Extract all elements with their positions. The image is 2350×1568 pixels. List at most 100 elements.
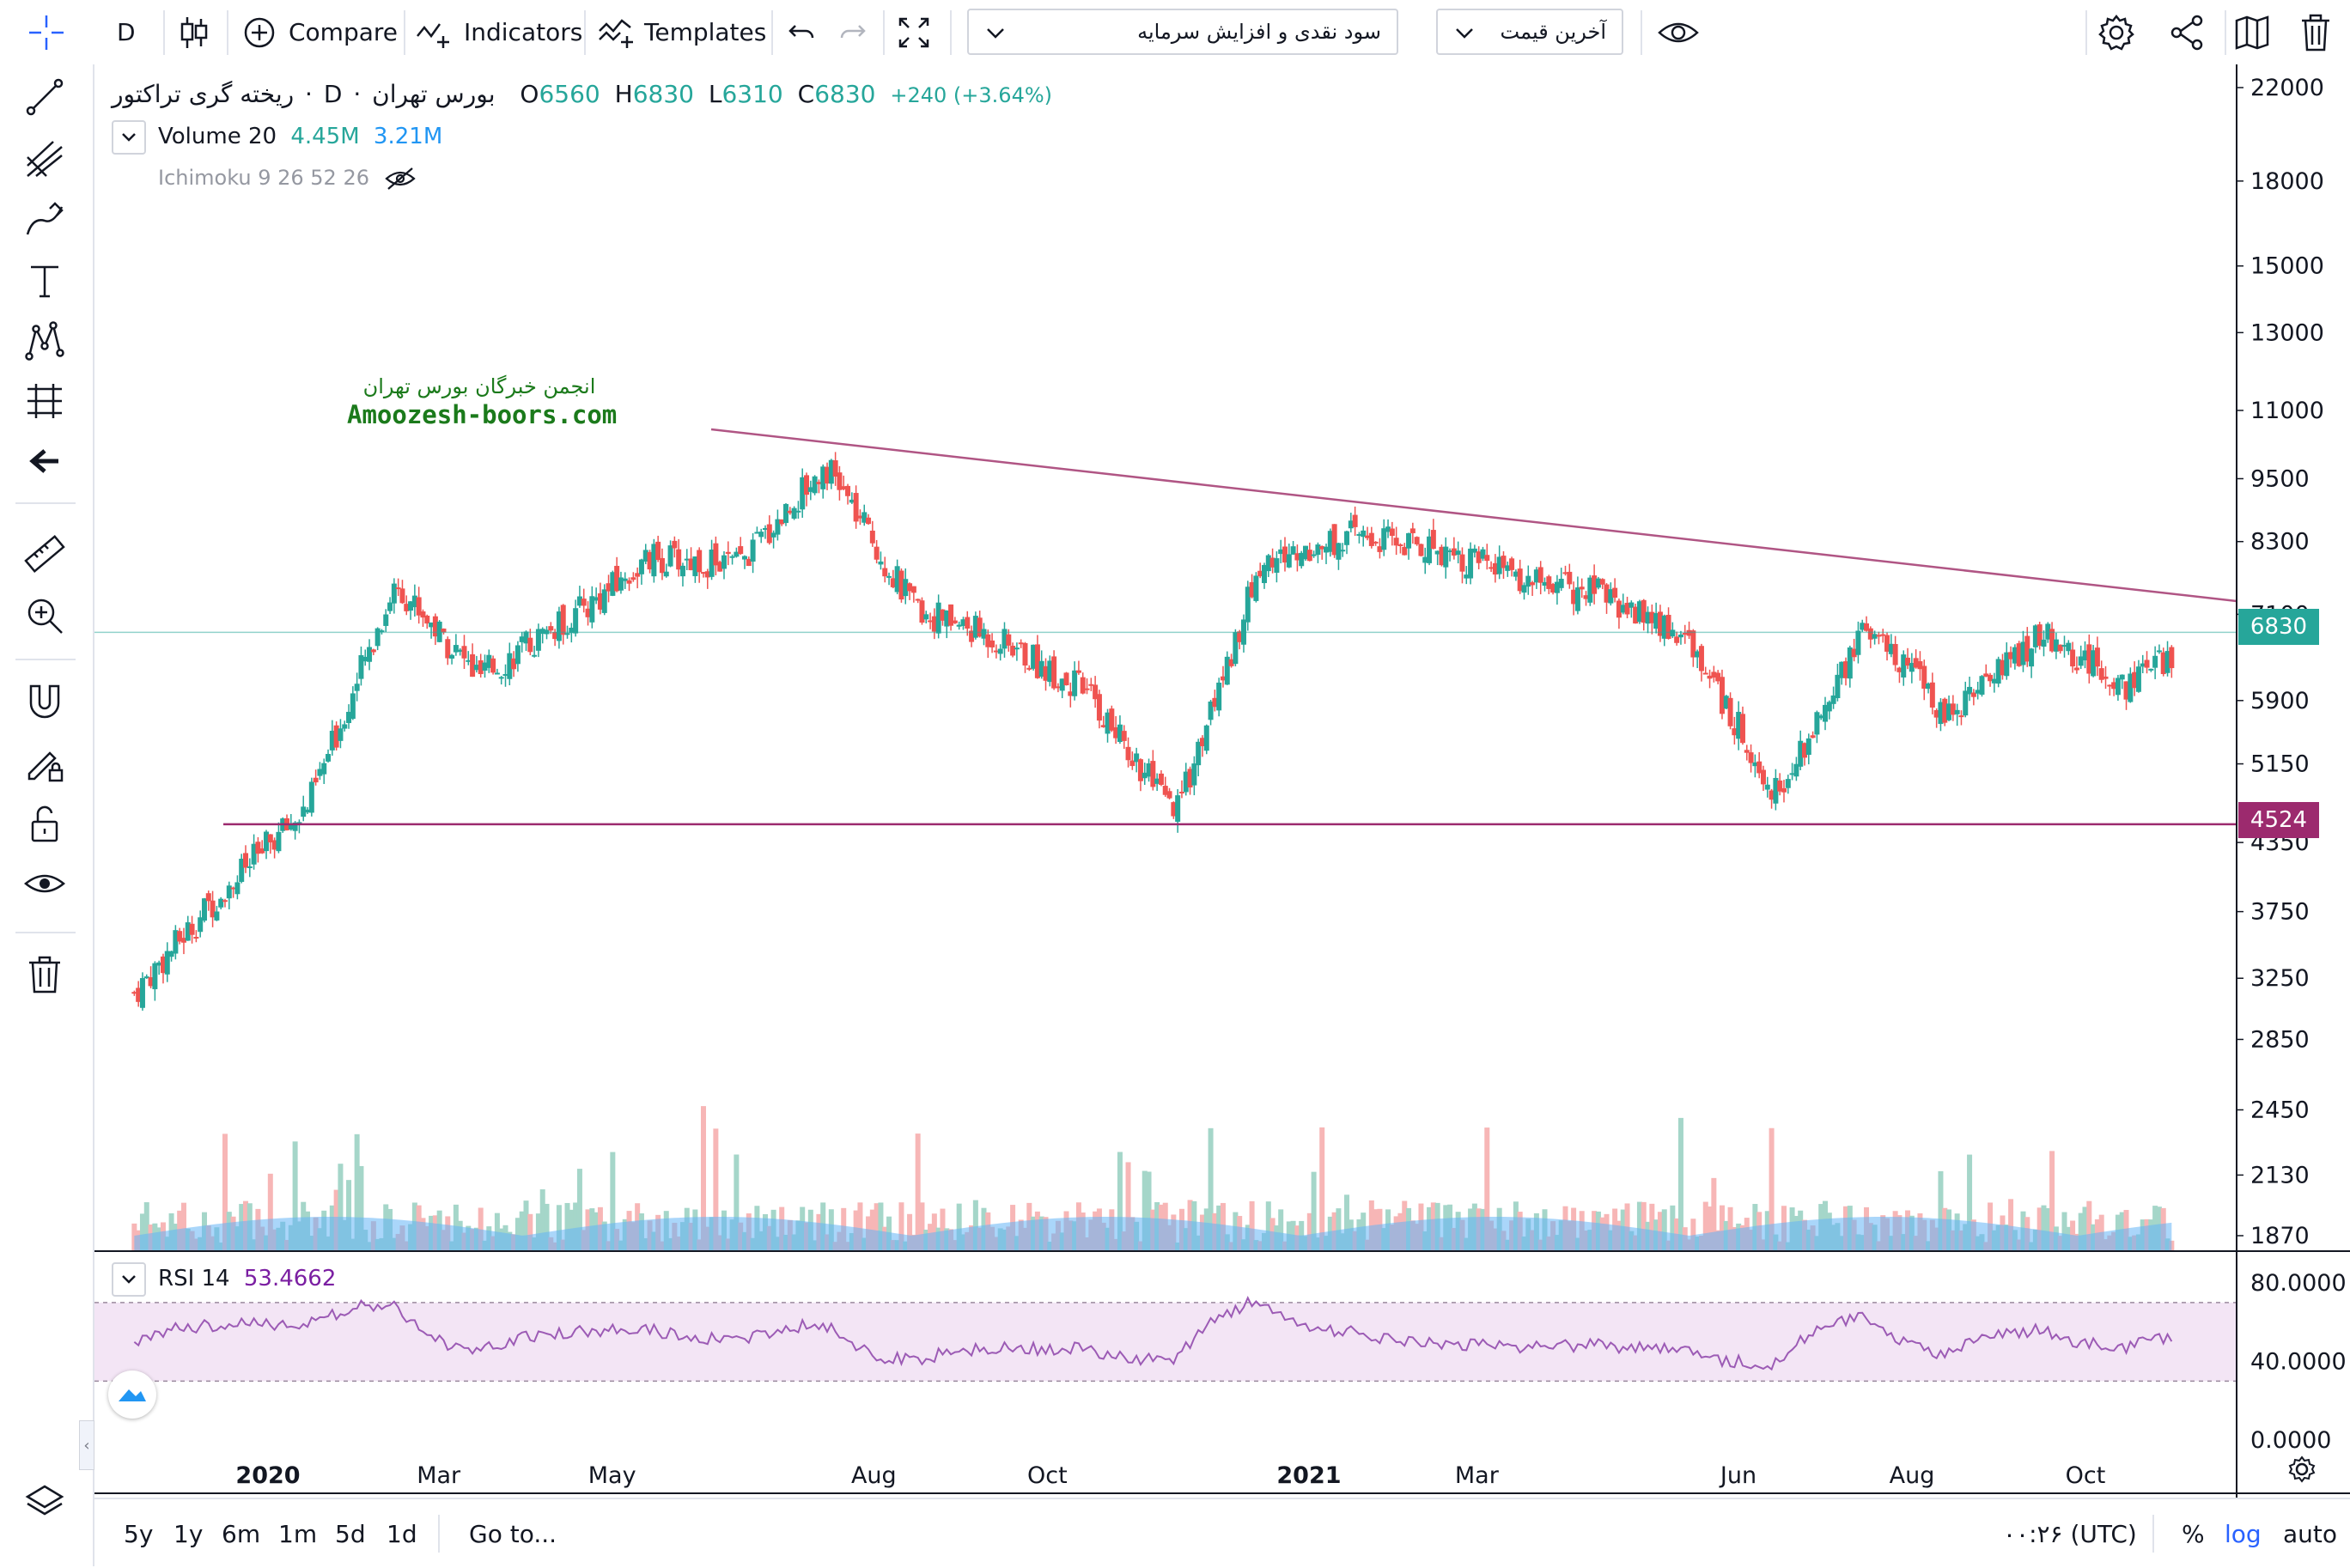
layers-icon[interactable]: [24, 1481, 65, 1522]
candle-body: [684, 558, 690, 561]
range-6m[interactable]: 6m: [222, 1519, 261, 1548]
candle-body: [1331, 524, 1337, 556]
candle-body: [1727, 697, 1733, 726]
candle-body: [940, 609, 946, 621]
candle-body: [2094, 647, 2100, 667]
chart-canvas[interactable]: 2200018000150001300011000950083007100590…: [94, 64, 2350, 1498]
candle-body: [2123, 681, 2129, 700]
candle-body: [1476, 551, 1482, 563]
chart-type-icon[interactable]: [177, 0, 211, 64]
range-1m[interactable]: 1m: [278, 1519, 318, 1548]
price-source-dropdown[interactable]: آخرین قیمت: [1436, 9, 1623, 55]
range-1d[interactable]: 1d: [387, 1519, 417, 1548]
open-label: O: [520, 80, 539, 108]
pattern-icon[interactable]: [24, 320, 65, 362]
candle-body: [201, 898, 207, 921]
object-tree-icon[interactable]: [2233, 0, 2271, 64]
magnet-icon[interactable]: [24, 681, 65, 722]
candle-body: [1958, 715, 1964, 718]
candle-body: [1698, 646, 1704, 672]
candle-body: [152, 963, 158, 989]
time-axis[interactable]: 2020 Mar May Aug Oct 2021 Mar Jun Aug Oct: [235, 1462, 2105, 1489]
resistance-trendline[interactable]: [710, 428, 2237, 603]
volume-bar: [1727, 1206, 1733, 1251]
indicators-button[interactable]: Indicators: [416, 0, 582, 64]
sidebar-collapse-handle[interactable]: ‹: [79, 1420, 94, 1470]
percent-scale-toggle[interactable]: %: [2182, 1519, 2205, 1548]
zoom-in-icon[interactable]: [24, 595, 65, 636]
candle-body: [1063, 672, 1069, 686]
ichimoku-legend[interactable]: Ichimoku 9 26 52 26: [158, 166, 416, 191]
interval-button[interactable]: D: [117, 18, 136, 46]
rsi-legend[interactable]: RSI 14 53.4662: [158, 1266, 336, 1291]
compare-button[interactable]: Compare: [242, 0, 398, 64]
auto-scale-toggle[interactable]: auto: [2283, 1519, 2338, 1548]
volume-collapse-button[interactable]: [112, 120, 146, 155]
candle-body: [1629, 602, 1635, 608]
volume-bar: [2045, 1207, 2051, 1251]
log-scale-toggle[interactable]: log: [2225, 1519, 2262, 1548]
candle-body: [1361, 530, 1367, 538]
redo-icon[interactable]: [835, 0, 869, 64]
crosshair-icon[interactable]: [0, 0, 93, 64]
candle-body: [1946, 703, 1952, 720]
candle-body: [1125, 746, 1131, 761]
arrow-back-icon[interactable]: [24, 441, 65, 482]
remove-drawings-icon[interactable]: [24, 954, 65, 995]
brush-icon[interactable]: [24, 200, 65, 241]
trend-line-icon[interactable]: [24, 76, 65, 118]
volume-bar: [1636, 1201, 1642, 1251]
volume-bar: [576, 1169, 582, 1251]
share-icon[interactable]: [2168, 0, 2206, 64]
templates-button[interactable]: Templates: [598, 0, 766, 64]
hidden-eye-icon[interactable]: [384, 167, 416, 191]
event-dropdown[interactable]: سود نقدی و افزایش سرمایه: [967, 9, 1398, 55]
volume-bar: [358, 1165, 364, 1251]
volume-bar: [1344, 1194, 1350, 1251]
volume-bar: [2049, 1151, 2055, 1251]
unlock-icon[interactable]: [24, 803, 65, 844]
candle-body: [350, 693, 356, 720]
tradingview-logo[interactable]: [108, 1370, 156, 1419]
axis-settings-gear-icon[interactable]: [2288, 1456, 2316, 1483]
candle-body: [692, 556, 698, 576]
candle-body: [313, 777, 319, 783]
lock-drawing-icon[interactable]: [24, 743, 65, 784]
candle-body: [1055, 686, 1061, 689]
volume-legend[interactable]: Volume 20 4.45M 3.21M: [158, 124, 442, 149]
candle-body: [1991, 678, 1997, 684]
candle-body: [1674, 636, 1680, 643]
candle-body: [1620, 605, 1626, 613]
ruler-icon[interactable]: [24, 533, 65, 574]
rsi-collapse-button[interactable]: [112, 1262, 146, 1297]
candle-body: [2091, 650, 2097, 677]
goto-date-button[interactable]: Go to...: [469, 1519, 557, 1548]
undo-icon[interactable]: [785, 0, 819, 64]
text-tool-icon[interactable]: [24, 260, 65, 301]
settings-gear-icon[interactable]: [2097, 0, 2135, 64]
candle-body: [948, 604, 954, 626]
range-5d[interactable]: 5d: [335, 1519, 366, 1548]
candle-body: [1006, 634, 1012, 646]
fullscreen-icon[interactable]: [897, 0, 931, 64]
trash-icon[interactable]: [2298, 0, 2333, 64]
candle-body: [1954, 709, 1960, 714]
price-tick-label: 3750: [2250, 899, 2310, 926]
candle-body: [676, 549, 682, 570]
timezone-button[interactable]: ۰۰:۲۶ (UTC): [2003, 1519, 2137, 1548]
symbol-name[interactable]: ریخته گری تراکتور: [112, 80, 295, 108]
range-5y[interactable]: 5y: [124, 1519, 154, 1548]
eye-icon[interactable]: [1658, 0, 1699, 64]
candle-body: [589, 596, 595, 623]
candle-body: [585, 608, 591, 617]
pitchfork-icon[interactable]: [24, 138, 65, 179]
candle-body: [387, 602, 393, 611]
range-1y[interactable]: 1y: [174, 1519, 204, 1548]
rsi-axis[interactable]: 80.0000 40.0000 0.0000: [2250, 1270, 2347, 1454]
volume-bar: [610, 1152, 616, 1251]
volume-bar: [544, 1203, 550, 1251]
candle-body: [861, 512, 868, 523]
price-tick-label: 5150: [2250, 751, 2310, 778]
prediction-icon[interactable]: [24, 380, 65, 422]
visibility-eye-icon[interactable]: [24, 863, 65, 904]
